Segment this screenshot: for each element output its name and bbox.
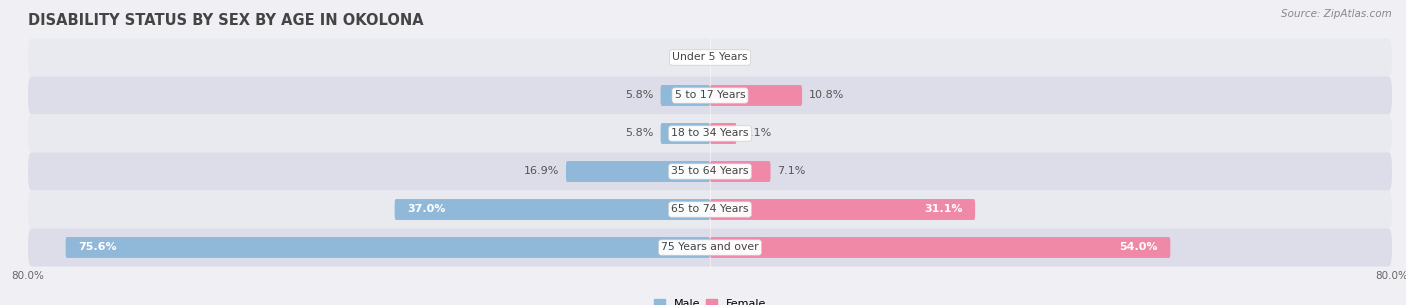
FancyBboxPatch shape: [710, 161, 770, 182]
Text: 54.0%: 54.0%: [1119, 242, 1157, 253]
FancyBboxPatch shape: [395, 199, 710, 220]
Text: 65 to 74 Years: 65 to 74 Years: [671, 204, 749, 214]
FancyBboxPatch shape: [661, 85, 710, 106]
Text: 75 Years and over: 75 Years and over: [661, 242, 759, 253]
Text: 37.0%: 37.0%: [408, 204, 446, 214]
Text: 0.0%: 0.0%: [675, 52, 703, 63]
FancyBboxPatch shape: [28, 152, 1392, 191]
FancyBboxPatch shape: [28, 228, 1392, 267]
FancyBboxPatch shape: [28, 114, 1392, 152]
FancyBboxPatch shape: [28, 38, 1392, 77]
Text: Source: ZipAtlas.com: Source: ZipAtlas.com: [1281, 9, 1392, 19]
Text: 5.8%: 5.8%: [626, 128, 654, 138]
Text: DISABILITY STATUS BY SEX BY AGE IN OKOLONA: DISABILITY STATUS BY SEX BY AGE IN OKOLO…: [28, 13, 423, 28]
Text: 18 to 34 Years: 18 to 34 Years: [671, 128, 749, 138]
Text: 0.0%: 0.0%: [717, 52, 745, 63]
Text: 16.9%: 16.9%: [524, 167, 560, 177]
FancyBboxPatch shape: [28, 77, 1392, 114]
Text: 35 to 64 Years: 35 to 64 Years: [671, 167, 749, 177]
Text: 5.8%: 5.8%: [626, 91, 654, 101]
Text: 7.1%: 7.1%: [778, 167, 806, 177]
Text: Under 5 Years: Under 5 Years: [672, 52, 748, 63]
Text: 31.1%: 31.1%: [924, 204, 962, 214]
FancyBboxPatch shape: [66, 237, 710, 258]
Text: 5 to 17 Years: 5 to 17 Years: [675, 91, 745, 101]
Text: 75.6%: 75.6%: [79, 242, 117, 253]
FancyBboxPatch shape: [567, 161, 710, 182]
FancyBboxPatch shape: [710, 85, 801, 106]
Legend: Male, Female: Male, Female: [650, 295, 770, 305]
FancyBboxPatch shape: [710, 199, 976, 220]
Text: 3.1%: 3.1%: [744, 128, 772, 138]
FancyBboxPatch shape: [710, 123, 737, 144]
FancyBboxPatch shape: [710, 237, 1170, 258]
FancyBboxPatch shape: [661, 123, 710, 144]
FancyBboxPatch shape: [28, 191, 1392, 228]
Text: 10.8%: 10.8%: [808, 91, 844, 101]
